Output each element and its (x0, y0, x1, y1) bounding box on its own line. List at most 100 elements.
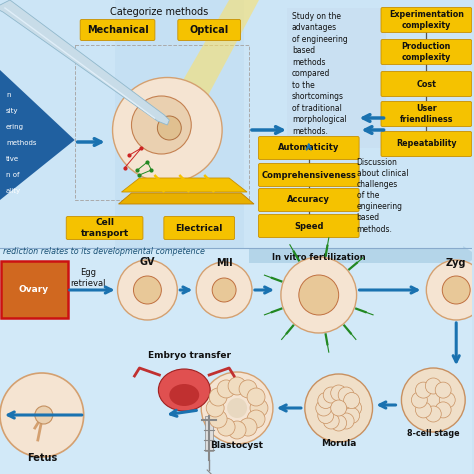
Text: n: n (6, 92, 10, 98)
Circle shape (0, 373, 84, 457)
Text: Cost: Cost (416, 80, 436, 89)
Text: tive: tive (6, 156, 19, 162)
Circle shape (316, 400, 332, 416)
Text: Zyg: Zyg (446, 258, 466, 268)
Circle shape (323, 413, 339, 429)
Circle shape (247, 410, 265, 428)
Bar (205, 416, 213, 451)
Text: 8-cell stage: 8-cell stage (407, 429, 460, 438)
Circle shape (331, 415, 346, 431)
Circle shape (305, 374, 373, 442)
Circle shape (442, 276, 470, 304)
FancyBboxPatch shape (80, 19, 155, 40)
Bar (287, 8, 386, 148)
Text: Comprehensiveness: Comprehensiveness (261, 171, 356, 180)
Circle shape (118, 260, 177, 320)
Text: Morula: Morula (321, 438, 356, 447)
Ellipse shape (112, 78, 222, 182)
Circle shape (281, 257, 356, 333)
Polygon shape (0, 0, 169, 125)
Circle shape (323, 387, 339, 403)
Text: Embryo transfer: Embryo transfer (148, 350, 231, 359)
Circle shape (411, 392, 428, 408)
FancyBboxPatch shape (1, 261, 68, 318)
Circle shape (338, 387, 354, 403)
Text: Blastocyst: Blastocyst (210, 440, 264, 449)
FancyBboxPatch shape (178, 19, 241, 40)
FancyBboxPatch shape (381, 39, 472, 64)
Circle shape (196, 262, 252, 318)
Circle shape (206, 399, 224, 417)
Text: rediction relates to its developmental competence: rediction relates to its developmental c… (3, 247, 205, 256)
Bar (115, 0, 244, 248)
Circle shape (416, 402, 431, 418)
FancyBboxPatch shape (381, 72, 472, 97)
Circle shape (209, 388, 227, 406)
Circle shape (201, 372, 273, 444)
Text: sity: sity (6, 108, 18, 114)
Polygon shape (118, 193, 254, 204)
Text: Repeatability: Repeatability (396, 139, 456, 148)
Text: Accuracy: Accuracy (287, 195, 330, 204)
FancyBboxPatch shape (66, 217, 143, 239)
Circle shape (416, 382, 431, 398)
Circle shape (435, 382, 451, 398)
Circle shape (338, 413, 354, 429)
Ellipse shape (158, 369, 210, 411)
Bar (0, 248, 472, 474)
Text: methods: methods (6, 140, 36, 146)
Circle shape (134, 276, 161, 304)
Text: MII: MII (216, 258, 232, 268)
Circle shape (344, 408, 360, 423)
Circle shape (425, 378, 441, 394)
Circle shape (212, 278, 236, 302)
Circle shape (217, 418, 235, 436)
Circle shape (239, 418, 257, 436)
Ellipse shape (169, 384, 199, 406)
Circle shape (344, 392, 360, 409)
FancyBboxPatch shape (258, 189, 359, 211)
FancyBboxPatch shape (381, 101, 472, 127)
FancyBboxPatch shape (258, 164, 359, 186)
Circle shape (318, 408, 334, 423)
Text: Experimentation
complexity: Experimentation complexity (389, 10, 464, 30)
Circle shape (346, 400, 362, 416)
FancyBboxPatch shape (258, 137, 359, 159)
Circle shape (247, 388, 265, 406)
Polygon shape (121, 178, 247, 192)
Circle shape (250, 399, 268, 417)
Text: Optical: Optical (190, 25, 229, 35)
Bar (0, 0, 472, 248)
Circle shape (435, 402, 451, 418)
Circle shape (331, 400, 346, 416)
Circle shape (217, 380, 235, 398)
FancyArrow shape (249, 246, 474, 266)
Text: ality: ality (6, 188, 21, 194)
Circle shape (228, 421, 246, 439)
Text: Production
complexity: Production complexity (401, 42, 451, 62)
Text: Mechanical: Mechanical (87, 25, 148, 35)
Circle shape (228, 377, 246, 395)
Ellipse shape (131, 96, 191, 154)
Text: Study on the
advantages
of engineering
based
methods
compared
to the
shortcoming: Study on the advantages of engineering b… (292, 12, 347, 136)
FancyBboxPatch shape (258, 215, 359, 237)
Circle shape (401, 368, 465, 432)
Text: ering: ering (6, 124, 24, 130)
Circle shape (425, 406, 441, 422)
FancyBboxPatch shape (381, 131, 472, 156)
Circle shape (299, 275, 338, 315)
Text: Discussion
about clinical
challenges
of the
engineering
based
methods.: Discussion about clinical challenges of … (356, 158, 408, 234)
FancyBboxPatch shape (381, 8, 472, 33)
FancyBboxPatch shape (164, 217, 235, 239)
Circle shape (239, 380, 257, 398)
Polygon shape (155, 0, 259, 140)
Circle shape (439, 392, 455, 408)
Text: Categorize methods: Categorize methods (110, 7, 209, 17)
Bar (75, 45, 249, 200)
Circle shape (426, 260, 474, 320)
Circle shape (35, 406, 53, 424)
Text: In vitro fertilization: In vitro fertilization (272, 253, 365, 262)
Text: Fetus: Fetus (27, 453, 57, 463)
Text: n of: n of (6, 172, 19, 178)
Circle shape (157, 116, 181, 140)
